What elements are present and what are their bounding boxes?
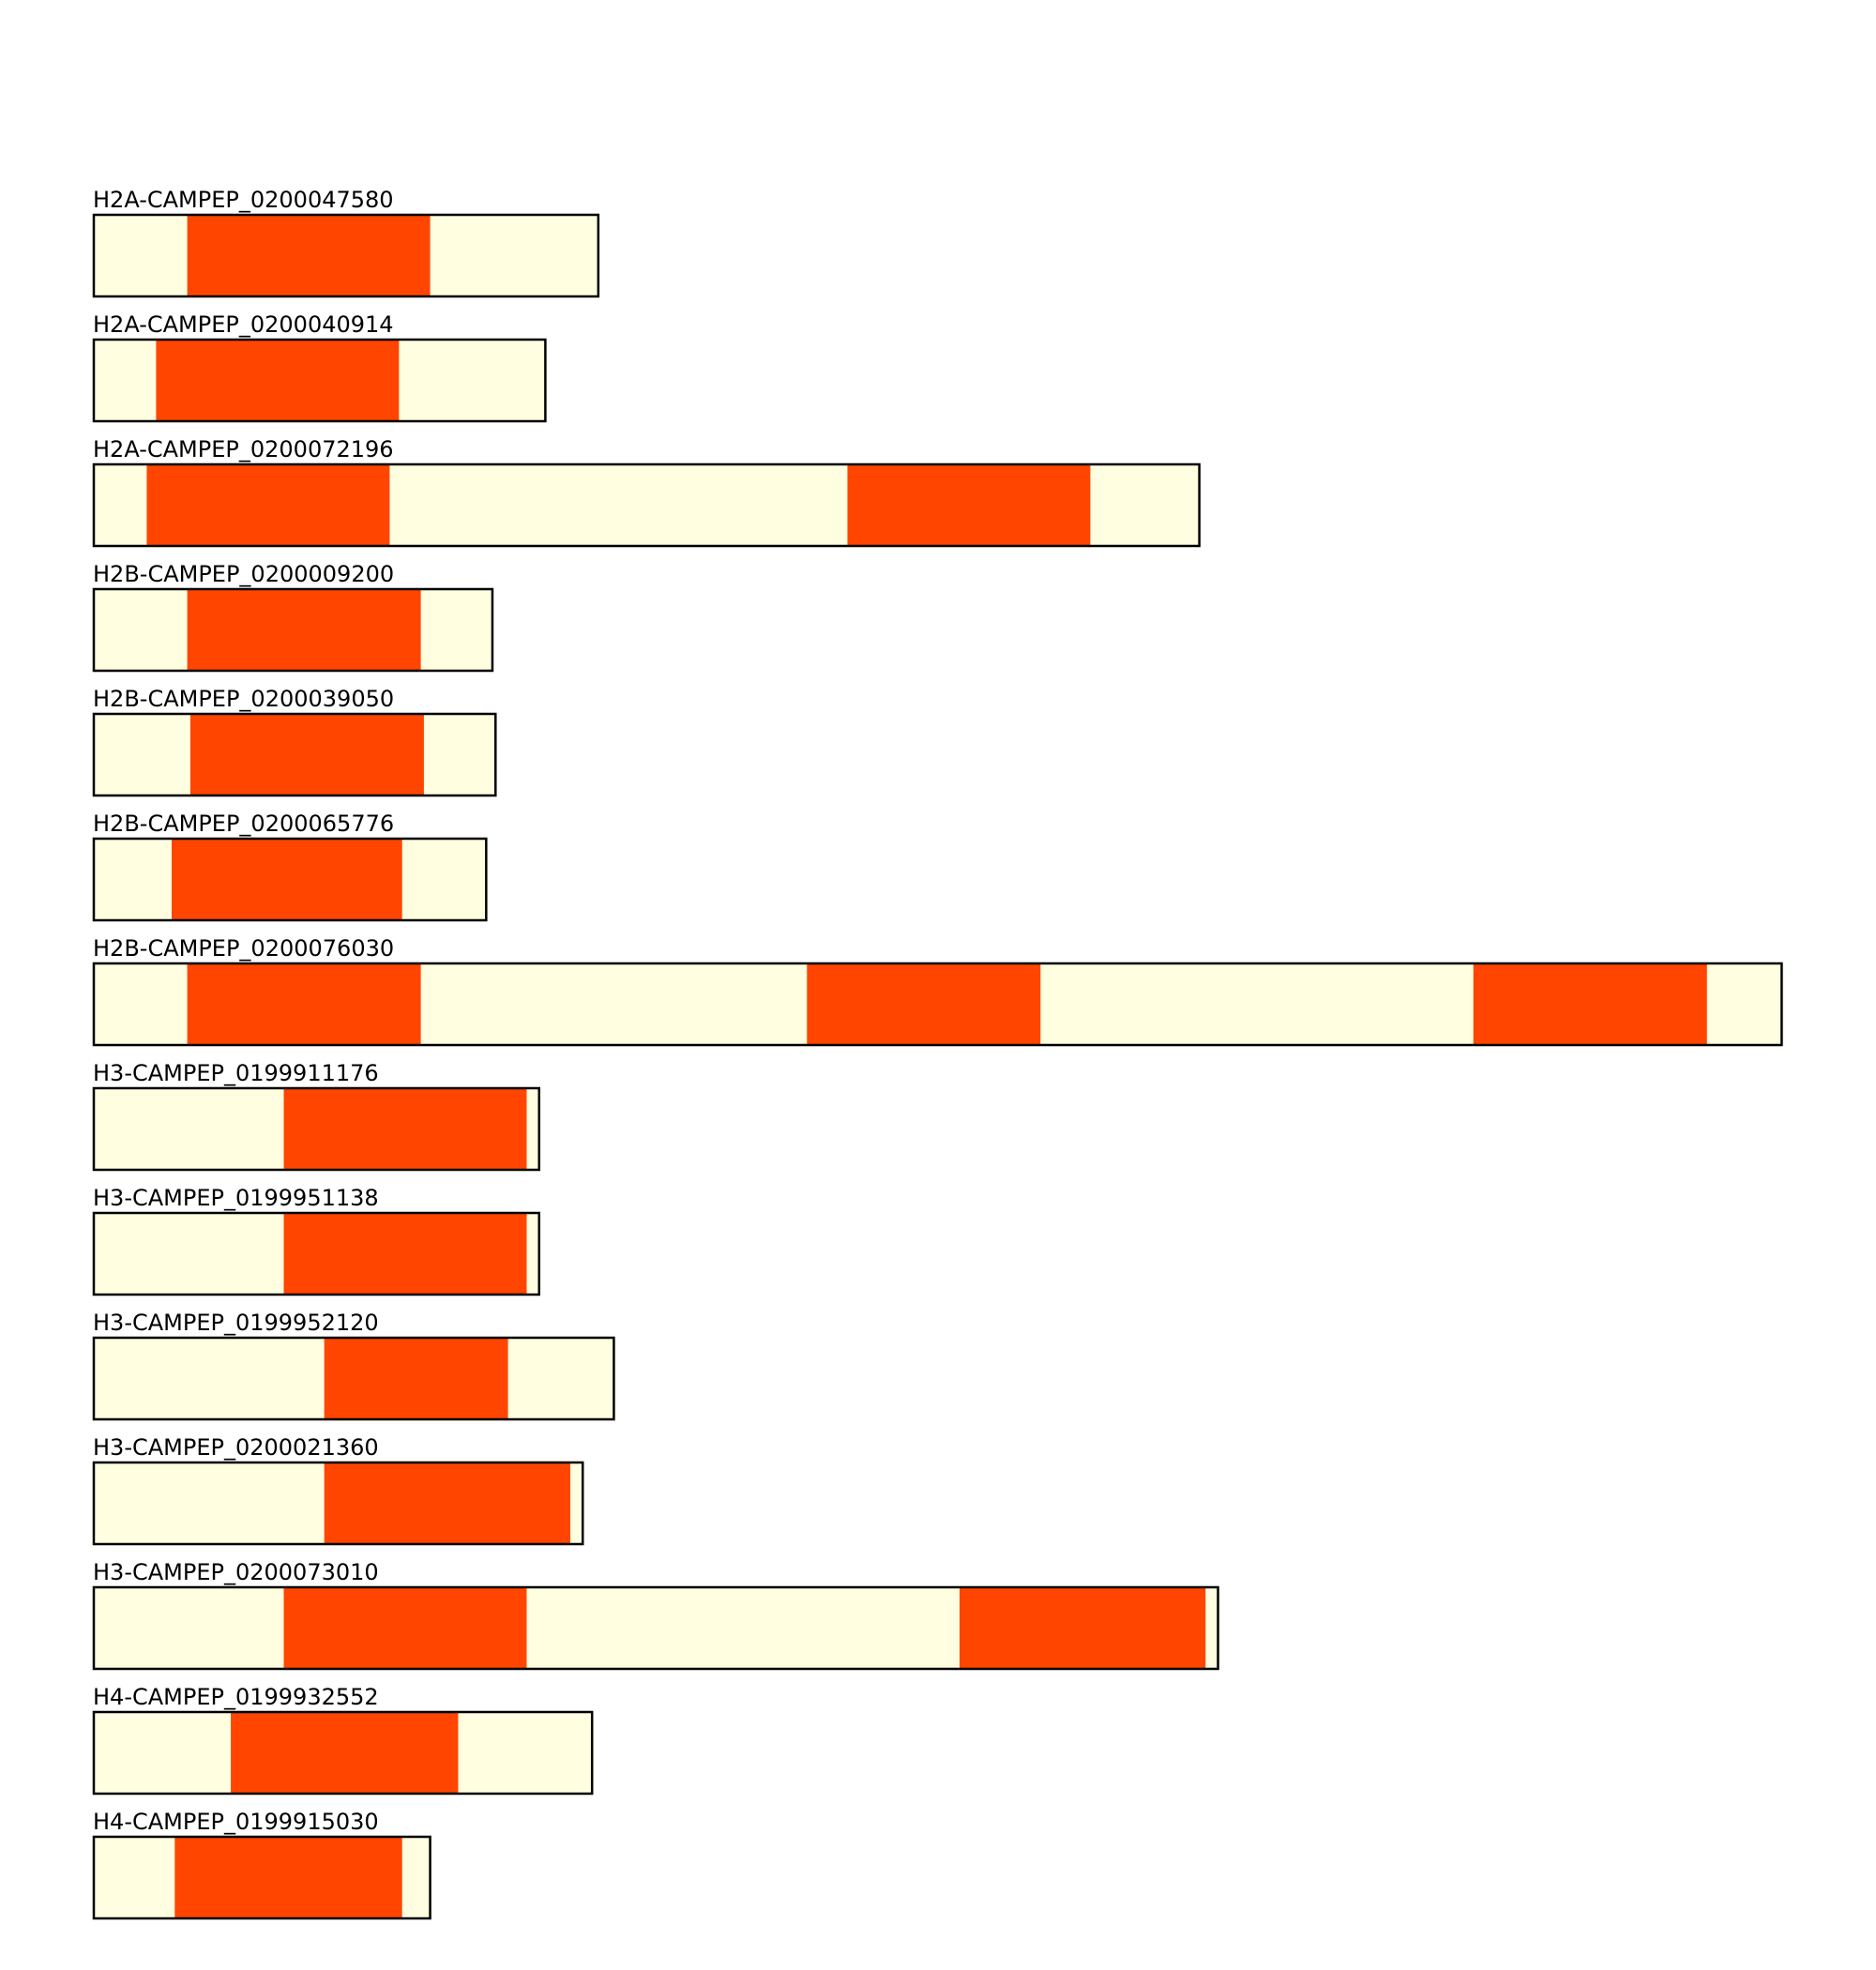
- protein-row: H2B-CAMPEP_0200009200: [92, 561, 494, 673]
- histone-domain: [324, 1462, 570, 1544]
- protein-label: H2A-CAMPEP_0200072196: [93, 436, 394, 462]
- protein-outline: [92, 1585, 1219, 1671]
- protein-row: H3-CAMPEP_0200021360: [92, 1434, 584, 1546]
- protein-outline: [92, 1336, 615, 1421]
- histone-domain: [189, 714, 424, 796]
- histone-domain: [283, 1213, 527, 1295]
- protein-row: H2A-CAMPEP_0200047580: [92, 187, 600, 298]
- protein-row: H3-CAMPEP_0199911176: [92, 1060, 541, 1172]
- protein-row: H2B-CAMPEP_0200076030: [92, 935, 1783, 1047]
- histone-domain: [959, 1587, 1206, 1669]
- protein-outline: [92, 1710, 594, 1796]
- histone-domain: [283, 1088, 527, 1170]
- protein-outline: [92, 1086, 541, 1172]
- histone-domain: [156, 340, 400, 421]
- protein-outline: [92, 213, 600, 298]
- histone-domain: [847, 464, 1091, 546]
- protein-outline: [92, 338, 547, 423]
- protein-outline: [92, 462, 1201, 548]
- histone-domain: [807, 963, 1041, 1045]
- protein-label: H3-CAMPEP_0199911176: [93, 1060, 379, 1086]
- protein-label: H2B-CAMPEP_0200039050: [93, 686, 394, 712]
- histone-domain: [324, 1338, 508, 1419]
- histone-domain: [187, 215, 431, 296]
- protein-label: H3-CAMPEP_0200073010: [93, 1559, 379, 1585]
- protein-label: H4-CAMPEP_0199915030: [93, 1809, 379, 1835]
- histone-domain: [174, 1837, 402, 1918]
- protein-row: H2A-CAMPEP_0200040914: [92, 311, 547, 423]
- protein-label: H2B-CAMPEP_0200009200: [93, 561, 394, 587]
- histone-domain: [1473, 963, 1707, 1045]
- protein-outline: [92, 712, 497, 797]
- histone-domain: [283, 1587, 527, 1669]
- protein-outline: [92, 1211, 541, 1296]
- protein-outline: [92, 587, 494, 673]
- protein-row: H2B-CAMPEP_0200039050: [92, 686, 497, 797]
- protein-row: H3-CAMPEP_0199952120: [92, 1310, 615, 1421]
- protein-label: H3-CAMPEP_0199951138: [93, 1185, 379, 1211]
- histone-domain: [146, 464, 390, 546]
- histone-domain: [187, 589, 421, 671]
- protein-row: H3-CAMPEP_0200073010: [92, 1559, 1219, 1671]
- histone-domain: [187, 963, 421, 1045]
- protein-label: H2B-CAMPEP_0200065776: [93, 811, 394, 837]
- protein-label: H3-CAMPEP_0199952120: [93, 1310, 379, 1336]
- protein-label: H4-CAMPEP_0199932552: [93, 1684, 379, 1710]
- histone-domain: [231, 1712, 459, 1794]
- protein-row: H2A-CAMPEP_0200072196: [92, 436, 1201, 548]
- protein-label: H2A-CAMPEP_0200040914: [93, 311, 394, 338]
- protein-outline: [92, 1835, 431, 1920]
- protein-row: H3-CAMPEP_0199951138: [92, 1185, 541, 1296]
- protein-row: H2B-CAMPEP_0200065776: [92, 811, 488, 922]
- protein-outline: [92, 962, 1783, 1047]
- protein-label: H3-CAMPEP_0200021360: [93, 1434, 379, 1461]
- histone-domain: [172, 839, 402, 920]
- protein-outline: [92, 837, 488, 922]
- protein-label: H2B-CAMPEP_0200076030: [93, 935, 394, 962]
- protein-label: H2A-CAMPEP_0200047580: [93, 187, 394, 213]
- protein-row: H4-CAMPEP_0199915030: [92, 1809, 431, 1920]
- protein-row: H4-CAMPEP_0199932552: [92, 1684, 594, 1796]
- protein-outline: [92, 1461, 584, 1546]
